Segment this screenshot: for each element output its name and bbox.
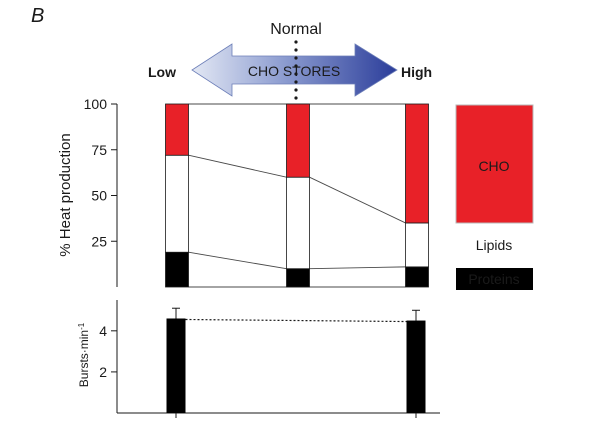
bar-segment-cho-normal <box>286 103 310 178</box>
top-y-axis-label: % Heat production <box>57 133 74 256</box>
arrow-center-label: CHO STORES <box>248 63 340 79</box>
bottom-y-ticks: 24 <box>99 323 117 380</box>
bar-segment-cho-low <box>165 103 189 156</box>
legend-label-proteins: Proteins <box>468 271 519 287</box>
connector-line <box>309 266 406 270</box>
legend-swatch-proteins <box>456 268 533 290</box>
bar-segment-lipids-normal <box>286 176 310 270</box>
bottom-y-axis-label: Bursts·min-1 <box>77 322 92 387</box>
bar-segment-proteins-high <box>405 266 429 288</box>
bar-segment-proteins-normal <box>286 268 310 288</box>
bursts-bars <box>166 307 426 413</box>
normal-dotted-marker <box>294 40 298 100</box>
double-arrow-shape <box>191 43 398 97</box>
heat-production-chart: 25 50 75 100 % Heat production <box>57 96 429 288</box>
top-y-tick-label: 75 <box>91 142 107 158</box>
low-label: Low <box>148 64 176 80</box>
top-y-tick-label: 100 <box>84 96 108 112</box>
bar-segment-lipids-high <box>405 222 429 268</box>
bursts-chart: 24 Bursts·min-1 <box>77 300 440 418</box>
legend-label-cho: CHO <box>478 158 509 174</box>
connector-line <box>309 176 406 224</box>
bar-segment-cho-high <box>405 103 429 224</box>
bursts-bar-high <box>406 320 426 413</box>
connector-line <box>188 251 287 270</box>
stacked-bars <box>165 103 429 288</box>
connector-line <box>188 154 287 178</box>
top-y-tick-label: 25 <box>91 233 107 249</box>
bar-segment-proteins-low <box>165 251 189 288</box>
legend-swatch-cho <box>455 104 534 224</box>
legend: CHO Lipids Proteins <box>455 104 534 290</box>
legend-label-lipids: Lipids <box>476 237 513 253</box>
bursts-label-main: Bursts·min <box>77 330 91 387</box>
normal-label: Normal <box>270 21 322 38</box>
panel-label: B <box>31 5 44 27</box>
top-y-tick-label: 50 <box>91 188 107 204</box>
cho-stores-arrow: CHO STORES Normal Low High <box>148 21 432 100</box>
top-y-ticks: 25 50 75 100 <box>84 96 117 249</box>
high-label: High <box>401 64 432 80</box>
bursts-label-superscript: -1 <box>77 322 86 330</box>
bottom-y-tick-label: 4 <box>99 323 107 339</box>
bursts-dotted-connector <box>185 318 407 323</box>
bursts-bar-low <box>166 318 186 413</box>
bottom-y-tick-label: 2 <box>99 364 107 380</box>
bar-segment-lipids-low <box>165 154 189 253</box>
